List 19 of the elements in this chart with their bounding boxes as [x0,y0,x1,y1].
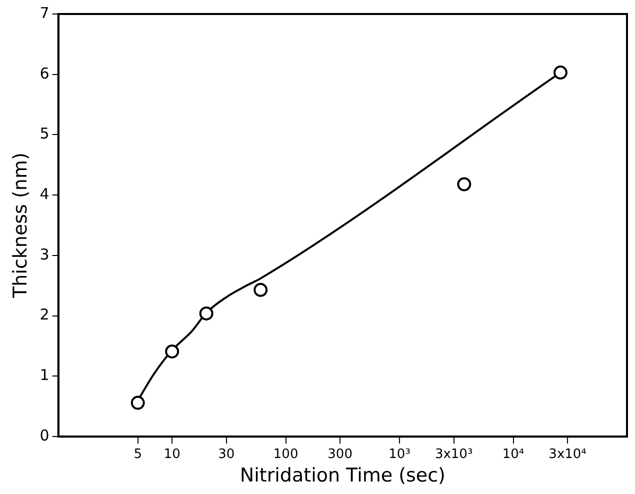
y-tick-label: 6 [40,64,50,82]
x-tick-label: 100 [273,446,298,462]
y-tick-label: 3 [40,245,50,264]
x-axis-title: Nitridation Time (sec) [240,464,446,487]
x-tick-label: 5 [134,446,142,462]
x-tick-label: 10 [164,446,180,462]
y-tick-label: 1 [40,366,50,384]
x-tick-label: 10³ [388,446,410,462]
x-tick-label: 300 [328,446,352,462]
y-tick-label: 4 [40,185,50,204]
x-tick-label: 3x10⁴ [548,446,586,462]
y-tick-label: 2 [40,306,50,324]
y-tick-label: 5 [40,124,50,143]
x-tick-label: 30 [218,446,235,462]
y-tick-label: 0 [40,426,50,444]
x-tick-label: 10⁴ [502,446,524,462]
y-tick-label: 7 [40,4,50,22]
y-axis-title: Thickness (nm) [9,152,32,299]
x-tick-label: 3x10³ [434,446,473,462]
